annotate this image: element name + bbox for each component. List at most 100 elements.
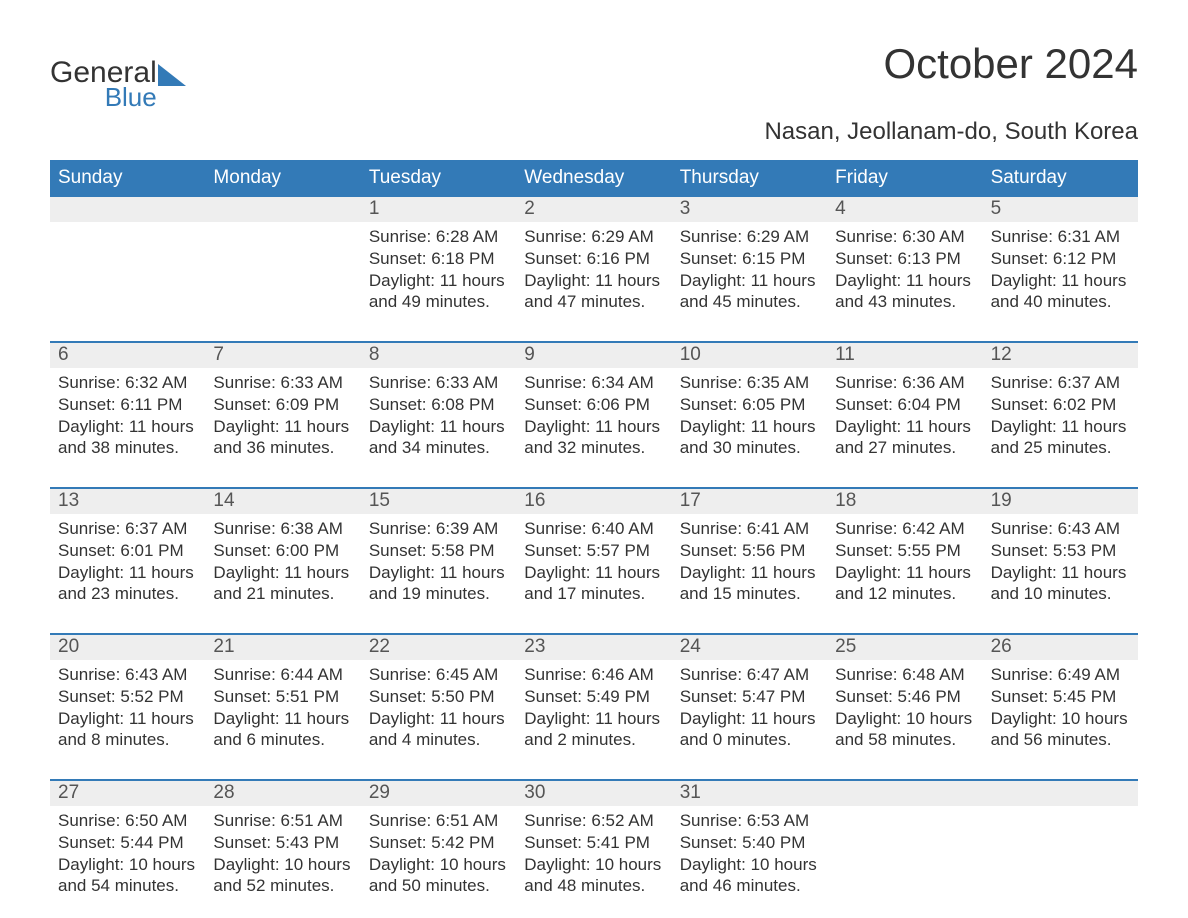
sunset-text: Sunset: 5:47 PM	[680, 686, 819, 708]
day-cell: Sunrise: 6:28 AMSunset: 6:18 PMDaylight:…	[361, 222, 516, 341]
daylight-text-1: Daylight: 11 hours	[835, 416, 974, 438]
day-number: 6	[50, 343, 205, 368]
day-number: 19	[983, 489, 1138, 514]
daylight-text-2: and 17 minutes.	[524, 583, 663, 605]
sunrise-text: Sunrise: 6:31 AM	[991, 226, 1130, 248]
day-cell: Sunrise: 6:48 AMSunset: 5:46 PMDaylight:…	[827, 660, 982, 779]
sunset-text: Sunset: 6:08 PM	[369, 394, 508, 416]
sunrise-text: Sunrise: 6:51 AM	[369, 810, 508, 832]
daylight-text-2: and 12 minutes.	[835, 583, 974, 605]
day-number: 4	[827, 197, 982, 222]
sunrise-text: Sunrise: 6:30 AM	[835, 226, 974, 248]
brand-logo: General Blue	[50, 58, 186, 110]
sunrise-text: Sunrise: 6:29 AM	[680, 226, 819, 248]
day-number: 21	[205, 635, 360, 660]
day-cell	[827, 806, 982, 905]
day-cell: Sunrise: 6:44 AMSunset: 5:51 PMDaylight:…	[205, 660, 360, 779]
sunset-text: Sunset: 6:05 PM	[680, 394, 819, 416]
day-number: 27	[50, 781, 205, 806]
sunset-text: Sunset: 6:04 PM	[835, 394, 974, 416]
sunset-text: Sunset: 5:43 PM	[213, 832, 352, 854]
day-number	[827, 781, 982, 806]
day-number: 5	[983, 197, 1138, 222]
daylight-text-1: Daylight: 11 hours	[213, 708, 352, 730]
location-subtitle: Nasan, Jeollanam-do, South Korea	[50, 118, 1138, 146]
calendar-week: 20212223242526Sunrise: 6:43 AMSunset: 5:…	[50, 633, 1138, 779]
daylight-text-1: Daylight: 11 hours	[524, 270, 663, 292]
sunrise-text: Sunrise: 6:33 AM	[213, 372, 352, 394]
sunrise-text: Sunrise: 6:41 AM	[680, 518, 819, 540]
calendar-week: 2728293031Sunrise: 6:50 AMSunset: 5:44 P…	[50, 779, 1138, 905]
daylight-text-1: Daylight: 11 hours	[835, 270, 974, 292]
day-cell: Sunrise: 6:40 AMSunset: 5:57 PMDaylight:…	[516, 514, 671, 633]
calendar-week: 13141516171819Sunrise: 6:37 AMSunset: 6:…	[50, 487, 1138, 633]
day-cell: Sunrise: 6:31 AMSunset: 6:12 PMDaylight:…	[983, 222, 1138, 341]
sunrise-text: Sunrise: 6:48 AM	[835, 664, 974, 686]
day-number: 16	[516, 489, 671, 514]
day-cell: Sunrise: 6:50 AMSunset: 5:44 PMDaylight:…	[50, 806, 205, 905]
day-number: 23	[516, 635, 671, 660]
daylight-text-2: and 38 minutes.	[58, 437, 197, 459]
sunrise-text: Sunrise: 6:37 AM	[58, 518, 197, 540]
daylight-text-2: and 47 minutes.	[524, 291, 663, 313]
sunset-text: Sunset: 5:44 PM	[58, 832, 197, 854]
day-cell: Sunrise: 6:43 AMSunset: 5:53 PMDaylight:…	[983, 514, 1138, 633]
daylight-text-1: Daylight: 10 hours	[680, 854, 819, 876]
sunset-text: Sunset: 6:15 PM	[680, 248, 819, 270]
sunrise-text: Sunrise: 6:34 AM	[524, 372, 663, 394]
daylight-text-2: and 23 minutes.	[58, 583, 197, 605]
sunset-text: Sunset: 5:41 PM	[524, 832, 663, 854]
daylight-text-2: and 15 minutes.	[680, 583, 819, 605]
day-number: 11	[827, 343, 982, 368]
daylight-text-1: Daylight: 11 hours	[369, 562, 508, 584]
day-cell: Sunrise: 6:37 AMSunset: 6:01 PMDaylight:…	[50, 514, 205, 633]
day-number: 3	[672, 197, 827, 222]
sunset-text: Sunset: 6:12 PM	[991, 248, 1130, 270]
daylight-text-1: Daylight: 11 hours	[680, 708, 819, 730]
daylight-text-1: Daylight: 11 hours	[991, 270, 1130, 292]
daylight-text-2: and 27 minutes.	[835, 437, 974, 459]
day-number: 2	[516, 197, 671, 222]
day-number: 29	[361, 781, 516, 806]
sunrise-text: Sunrise: 6:45 AM	[369, 664, 508, 686]
brand-text: General Blue	[50, 58, 157, 110]
weekday-header: Thursday	[672, 160, 827, 197]
day-number: 24	[672, 635, 827, 660]
day-cell: Sunrise: 6:47 AMSunset: 5:47 PMDaylight:…	[672, 660, 827, 779]
day-number	[50, 197, 205, 222]
daylight-text-2: and 0 minutes.	[680, 729, 819, 751]
daylight-text-2: and 58 minutes.	[835, 729, 974, 751]
day-number: 20	[50, 635, 205, 660]
sunset-text: Sunset: 6:16 PM	[524, 248, 663, 270]
sunrise-text: Sunrise: 6:47 AM	[680, 664, 819, 686]
weekday-header: Friday	[827, 160, 982, 197]
sunset-text: Sunset: 5:46 PM	[835, 686, 974, 708]
sunset-text: Sunset: 5:57 PM	[524, 540, 663, 562]
day-cell: Sunrise: 6:41 AMSunset: 5:56 PMDaylight:…	[672, 514, 827, 633]
sunrise-text: Sunrise: 6:36 AM	[835, 372, 974, 394]
sunset-text: Sunset: 5:53 PM	[991, 540, 1130, 562]
sunset-text: Sunset: 5:45 PM	[991, 686, 1130, 708]
day-number: 15	[361, 489, 516, 514]
daylight-text-1: Daylight: 11 hours	[369, 416, 508, 438]
daylight-text-2: and 40 minutes.	[991, 291, 1130, 313]
sunrise-text: Sunrise: 6:44 AM	[213, 664, 352, 686]
day-cell: Sunrise: 6:49 AMSunset: 5:45 PMDaylight:…	[983, 660, 1138, 779]
day-number: 30	[516, 781, 671, 806]
day-number: 7	[205, 343, 360, 368]
daylight-text-2: and 25 minutes.	[991, 437, 1130, 459]
daylight-text-2: and 32 minutes.	[524, 437, 663, 459]
day-cell: Sunrise: 6:34 AMSunset: 6:06 PMDaylight:…	[516, 368, 671, 487]
day-cell: Sunrise: 6:52 AMSunset: 5:41 PMDaylight:…	[516, 806, 671, 905]
daylight-text-1: Daylight: 11 hours	[58, 708, 197, 730]
weekday-header-row: Sunday Monday Tuesday Wednesday Thursday…	[50, 160, 1138, 197]
day-cell: Sunrise: 6:32 AMSunset: 6:11 PMDaylight:…	[50, 368, 205, 487]
daylight-text-1: Daylight: 10 hours	[213, 854, 352, 876]
day-cell: Sunrise: 6:45 AMSunset: 5:50 PMDaylight:…	[361, 660, 516, 779]
weekday-header: Wednesday	[516, 160, 671, 197]
daylight-text-1: Daylight: 11 hours	[369, 708, 508, 730]
sunrise-text: Sunrise: 6:28 AM	[369, 226, 508, 248]
day-number	[205, 197, 360, 222]
day-cell: Sunrise: 6:51 AMSunset: 5:43 PMDaylight:…	[205, 806, 360, 905]
daylight-text-2: and 4 minutes.	[369, 729, 508, 751]
